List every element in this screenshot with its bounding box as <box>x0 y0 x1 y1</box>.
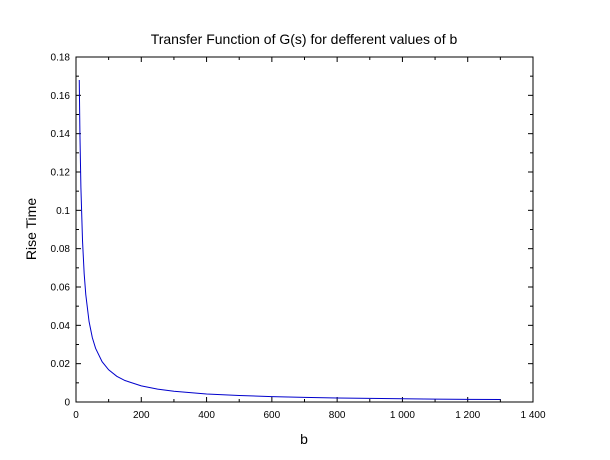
y-tick-label: 0.18 <box>51 53 71 64</box>
x-axis-ticks <box>75 57 534 402</box>
y-axis-ticks <box>76 56 533 403</box>
y-tick-label: 0.1 <box>56 206 70 217</box>
x-axis-tick-labels: 0 200 400 600 800 1 000 1 200 1 400 <box>73 410 546 421</box>
x-tick-label: 200 <box>133 410 150 421</box>
x-tick-label: 1 400 <box>520 410 545 421</box>
x-axis-label: b <box>300 431 308 447</box>
y-tick-label: 0.08 <box>51 244 71 255</box>
x-tick-label: 1 200 <box>455 410 480 421</box>
x-tick-label: 800 <box>329 410 346 421</box>
y-tick-label: 0.06 <box>51 283 71 294</box>
y-tick-label: 0 <box>64 398 70 409</box>
series-line-0 <box>78 79 501 401</box>
y-tick-label: 0.16 <box>51 91 71 102</box>
plot-area-frame <box>75 56 534 403</box>
y-axis-tick-labels: 0 0.02 0.04 0.06 0.08 0.1 0.12 0.14 0.16 0.18 <box>51 53 71 409</box>
y-tick-label: 0.02 <box>51 359 71 370</box>
y-axis-label: Rise Time <box>23 198 39 260</box>
y-tick-label: 0.12 <box>51 168 71 179</box>
chart-title: Transfer Function of G(s) for defferent … <box>151 31 458 47</box>
series-layer <box>78 79 501 401</box>
x-tick-label: 600 <box>264 410 281 421</box>
x-tick-label: 0 <box>73 410 79 421</box>
y-tick-label: 0.14 <box>51 129 71 140</box>
x-tick-label: 400 <box>198 410 215 421</box>
y-tick-label: 0.04 <box>51 321 71 332</box>
x-tick-label: 1 000 <box>390 410 415 421</box>
